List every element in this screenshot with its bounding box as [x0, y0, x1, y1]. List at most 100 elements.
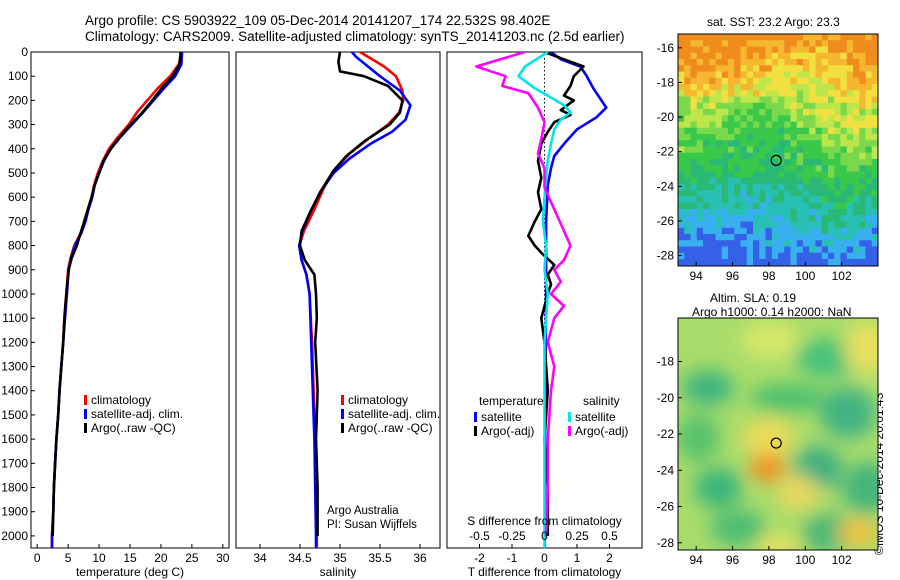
- sst-cell: [709, 102, 716, 110]
- sst-cell: [784, 190, 791, 197]
- sst-cell: [684, 202, 691, 210]
- sst-cell: [803, 259, 810, 266]
- sst-cell: [853, 227, 860, 235]
- sst-cell: [871, 65, 878, 72]
- sst-cell: [859, 34, 866, 41]
- sst-cell: [746, 77, 754, 85]
- sst-cell: [859, 177, 866, 185]
- sst-cell: [690, 177, 698, 185]
- sst-cell: [715, 59, 723, 66]
- sst-cell: [809, 146, 816, 154]
- sst-cell: [778, 152, 785, 160]
- sst-cell: [753, 171, 760, 179]
- sst-cell: [684, 115, 691, 122]
- sst-cell: [784, 90, 791, 97]
- sst-cell: [865, 240, 873, 247]
- sst-cell: [684, 171, 691, 179]
- sst-cell: [846, 52, 854, 60]
- depth-tick-label: 900: [8, 263, 28, 277]
- sst-cell: [853, 177, 860, 185]
- lat-tick-label: -20: [657, 110, 675, 124]
- sst-cell: [759, 202, 766, 210]
- sst-cell: [715, 177, 723, 185]
- sst-cell: [765, 34, 773, 41]
- sst-cell: [709, 96, 716, 104]
- sst-cell: [784, 159, 791, 166]
- sst-cell: [703, 184, 710, 191]
- sst-cell: [765, 171, 773, 179]
- sst-cell: [796, 127, 804, 135]
- sst-cell: [840, 252, 848, 260]
- sst-cell: [721, 196, 729, 204]
- sst-cell: [821, 221, 829, 229]
- sst-cell: [834, 121, 841, 129]
- sst-cell: [834, 140, 841, 147]
- sst-cell: [753, 115, 760, 122]
- sst-cell: [809, 77, 816, 85]
- sst-cell: [740, 109, 748, 116]
- sst-cell: [784, 134, 791, 141]
- sst-cell: [728, 71, 735, 79]
- sst-cell: [684, 121, 691, 129]
- sst-cell: [690, 84, 698, 91]
- sst-cell: [803, 202, 810, 210]
- sst-cell: [784, 109, 791, 116]
- sst-map-title: sat. SST: 23.2 Argo: 23.3: [707, 15, 840, 29]
- sst-cell: [740, 140, 748, 147]
- sst-cell: [865, 102, 873, 110]
- depth-tick-label: 0: [21, 45, 28, 59]
- top-axis-label: S difference from climatology: [467, 514, 622, 528]
- sst-cell: [734, 46, 741, 54]
- sst-cell: [865, 77, 873, 85]
- sst-cell: [840, 40, 848, 47]
- sst-cell: [840, 259, 848, 266]
- sst-cell: [678, 246, 685, 254]
- sst-cell: [703, 96, 710, 104]
- x-tick-label: 10: [92, 551, 106, 565]
- legend-swatch: [474, 426, 477, 436]
- sst-cell: [765, 77, 773, 85]
- sst-cell: [771, 234, 779, 241]
- sst-cell: [803, 146, 810, 154]
- sst-cell: [778, 109, 785, 116]
- sst-cell: [840, 102, 848, 110]
- sst-cell: [871, 121, 878, 129]
- sst-cell: [728, 46, 735, 54]
- sst-cell: [765, 177, 773, 185]
- sst-cell: [815, 227, 823, 235]
- sst-cell: [853, 259, 860, 266]
- sst-cell: [728, 190, 735, 197]
- lon-tick-label: 100: [795, 553, 815, 567]
- annotation-line: PI: Susan Wijffels: [327, 519, 417, 531]
- sst-cell: [721, 227, 729, 235]
- sst-cell: [784, 252, 791, 260]
- sst-cell: [859, 115, 866, 122]
- sst-cell: [759, 177, 766, 185]
- sst-cell: [696, 196, 704, 204]
- sst-cell: [696, 71, 704, 79]
- sst-cell: [678, 227, 685, 235]
- sst-cell: [834, 234, 841, 241]
- sst-cell: [740, 221, 748, 229]
- sst-cell: [721, 134, 729, 141]
- sst-cell: [803, 102, 810, 110]
- depth-tick-label: 2000: [1, 529, 28, 543]
- sst-cell: [790, 46, 798, 54]
- sst-cell: [759, 90, 766, 97]
- sst-cell: [778, 134, 785, 141]
- sst-cell: [696, 40, 704, 47]
- sst-cell: [709, 171, 716, 179]
- sst-cell: [771, 121, 779, 129]
- sst-cell: [834, 159, 841, 166]
- sla-feature: [802, 513, 854, 550]
- sst-cell: [846, 46, 854, 54]
- panel-salinity: 34 34.5 35 35.5 36 salinity climatologysatelli…: [235, 51, 441, 579]
- sst-cell: [734, 246, 741, 254]
- sst-cell: [815, 52, 823, 60]
- depth-tick-label: 1200: [1, 335, 28, 349]
- series-group: [297, 52, 412, 548]
- sst-cell: [840, 165, 848, 172]
- sst-cell: [721, 190, 729, 197]
- sst-cell: [771, 159, 779, 166]
- sst-cell: [815, 234, 823, 241]
